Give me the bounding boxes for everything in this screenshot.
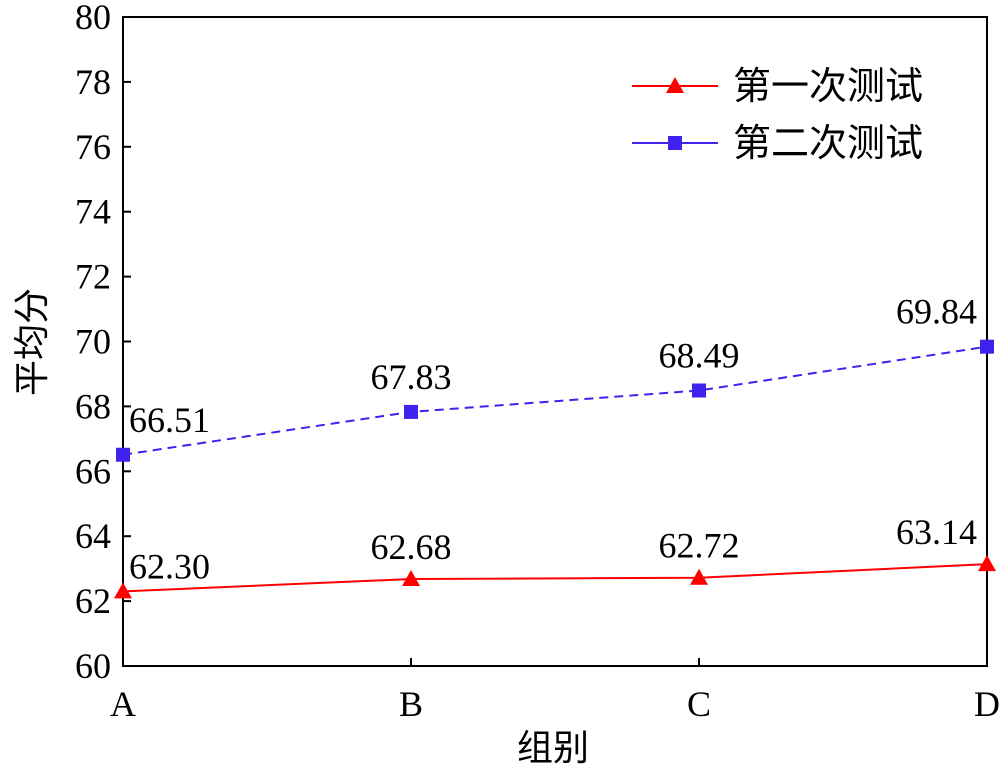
data-point-series-1	[690, 568, 708, 585]
data-label-series-1: 62.30	[129, 546, 210, 586]
data-label-series-1: 62.72	[659, 526, 740, 566]
legend-label-series-2: 第二次测试	[733, 121, 923, 165]
data-point-series-2	[692, 383, 706, 398]
x-axis: A B C D	[110, 658, 1000, 724]
data-point-series-2	[980, 339, 994, 354]
data-label-series-2: 68.49	[659, 335, 740, 375]
series-layer	[114, 339, 996, 599]
data-point-series-1	[978, 555, 996, 572]
legend-marker-series-2	[668, 136, 682, 150]
legend-marker-series-1	[666, 77, 684, 93]
data-point-series-2	[116, 447, 130, 462]
data-labels: 62.30 62.68 62.72 63.14 66.51 67.83 68.49 69.84	[129, 292, 977, 587]
y-axis-title: 平均分	[12, 288, 53, 396]
y-tick-label: 66	[75, 451, 111, 491]
data-point-series-1	[402, 570, 420, 587]
y-tick-label: 70	[75, 322, 111, 362]
data-label-series-1: 63.14	[896, 512, 977, 552]
series-line-1	[122, 563, 988, 593]
x-tick-label: D	[974, 684, 1000, 724]
y-tick-label: 76	[75, 127, 111, 167]
y-tick-label: 60	[75, 646, 111, 686]
y-tick-label: 72	[75, 257, 111, 297]
data-point-series-1	[114, 582, 132, 599]
legend: 第一次测试 第二次测试	[632, 64, 923, 165]
y-tick-label: 64	[75, 516, 111, 556]
y-tick-label: 78	[75, 62, 111, 102]
y-tick-label: 62	[75, 581, 111, 621]
x-axis-title: 组别	[517, 728, 589, 769]
legend-label-series-1: 第一次测试	[733, 64, 923, 108]
data-label-series-2: 67.83	[371, 357, 452, 397]
data-label-series-2: 66.51	[129, 400, 210, 440]
x-tick-label: B	[399, 684, 423, 724]
series-line-2	[122, 345, 988, 456]
plot-frame	[122, 16, 988, 667]
data-label-series-2: 69.84	[896, 292, 977, 332]
data-label-series-1: 62.68	[371, 527, 452, 567]
x-tick-label: C	[687, 684, 711, 724]
y-axis: 60 62 64 66 68 70 72 74 76 78 80	[75, 0, 131, 686]
y-tick-label: 80	[75, 0, 111, 37]
data-point-series-2	[404, 404, 418, 419]
x-tick-label: A	[110, 684, 136, 724]
y-tick-label: 68	[75, 386, 111, 426]
y-tick-label: 74	[75, 192, 111, 232]
